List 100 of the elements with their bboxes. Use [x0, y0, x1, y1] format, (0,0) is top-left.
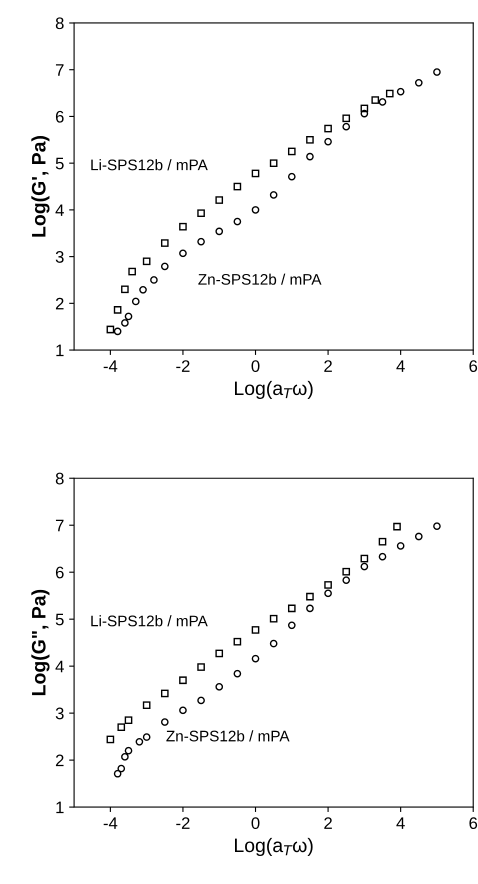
- point: [106, 326, 114, 334]
- point: [360, 104, 368, 112]
- point: [139, 286, 147, 294]
- point: [234, 218, 242, 226]
- point: [215, 650, 224, 658]
- x-tick-label: -4: [104, 360, 118, 372]
- x-tick-label: -2: [176, 817, 190, 829]
- point: [342, 568, 350, 576]
- point: [324, 124, 332, 132]
- x-tick-label: 0: [252, 817, 260, 830]
- point: [132, 298, 140, 306]
- point: [197, 663, 205, 671]
- y-tick-label: 7: [56, 520, 64, 532]
- y-tick-label: 2: [56, 754, 64, 766]
- point: [179, 706, 187, 714]
- point: [252, 626, 260, 634]
- point: [360, 554, 368, 562]
- point: [252, 170, 260, 178]
- y-tick-label: 7: [56, 64, 64, 76]
- point: [324, 590, 332, 598]
- series-label: Zn-SPS12b / mPA: [198, 274, 322, 285]
- point: [270, 640, 278, 648]
- point: [414, 78, 423, 87]
- point: [121, 286, 129, 294]
- point: [288, 621, 296, 630]
- point: [234, 182, 242, 190]
- x-tick-label: 6: [469, 817, 478, 830]
- point: [197, 209, 205, 217]
- y-tick-label: 5: [56, 158, 64, 170]
- point: [142, 733, 150, 741]
- y-tick-label: 2: [56, 298, 64, 310]
- y-tick-label: 3: [56, 251, 64, 263]
- point: [124, 746, 132, 755]
- point: [270, 159, 278, 167]
- point: [234, 670, 242, 678]
- point: [306, 604, 314, 612]
- point: [371, 96, 380, 104]
- y-tick-label: 1: [56, 344, 64, 356]
- point: [386, 90, 394, 98]
- point: [378, 538, 386, 546]
- point: [160, 262, 169, 270]
- y-tick-label: 6: [56, 566, 64, 578]
- x-axis-title: Log(a$_{T}$ω): [235, 380, 313, 400]
- point: [252, 654, 260, 662]
- point: [342, 114, 350, 122]
- y-tick-label: 6: [56, 110, 64, 123]
- point: [197, 238, 205, 246]
- point: [396, 542, 404, 550]
- point: [121, 753, 129, 761]
- point: [215, 228, 224, 236]
- point: [142, 257, 150, 266]
- point: [324, 138, 332, 146]
- point: [234, 638, 242, 646]
- point: [114, 770, 122, 778]
- point: [306, 152, 314, 160]
- y-tick-label: 8: [56, 17, 64, 30]
- point: [124, 312, 132, 320]
- point: [288, 148, 296, 156]
- point: [106, 736, 114, 744]
- y-tick-label: 4: [55, 660, 64, 672]
- point: [124, 716, 132, 724]
- point: [393, 522, 401, 530]
- point: [378, 552, 386, 561]
- x-tick-label: -4: [104, 817, 118, 829]
- point: [179, 222, 187, 231]
- x-tick-label: 4: [396, 817, 405, 829]
- point: [160, 690, 169, 698]
- point: [117, 723, 126, 732]
- point: [136, 738, 144, 746]
- point: [197, 696, 205, 704]
- point: [179, 250, 187, 258]
- point: [114, 306, 122, 314]
- point: [360, 110, 368, 118]
- y-tick-label: 3: [56, 708, 64, 720]
- series-label: Li-SPS12b / mPA: [91, 615, 208, 626]
- point: [160, 718, 169, 726]
- point: [378, 98, 386, 106]
- point: [150, 276, 158, 284]
- point: [288, 172, 296, 181]
- point: [179, 676, 187, 684]
- y-tick-label: 5: [56, 614, 64, 626]
- x-tick-label: 0: [252, 360, 260, 372]
- point: [252, 206, 260, 214]
- point: [342, 122, 350, 131]
- series-label: Zn-SPS12b / mPA: [166, 730, 290, 742]
- point: [342, 576, 350, 584]
- x-axis-title: Log(a$_{T}$ω): [235, 838, 313, 856]
- point: [114, 328, 122, 336]
- y-tick-label: 4: [55, 204, 64, 216]
- x-tick-label: 2: [324, 817, 332, 829]
- x-tick-label: 6: [469, 360, 478, 372]
- point: [215, 683, 224, 691]
- point: [160, 239, 169, 247]
- x-tick-label: -2: [176, 360, 190, 372]
- point: [324, 581, 332, 589]
- point: [270, 191, 278, 199]
- y-tick-label: 8: [56, 472, 64, 484]
- point: [360, 562, 368, 570]
- point: [433, 68, 441, 76]
- point: [142, 701, 150, 709]
